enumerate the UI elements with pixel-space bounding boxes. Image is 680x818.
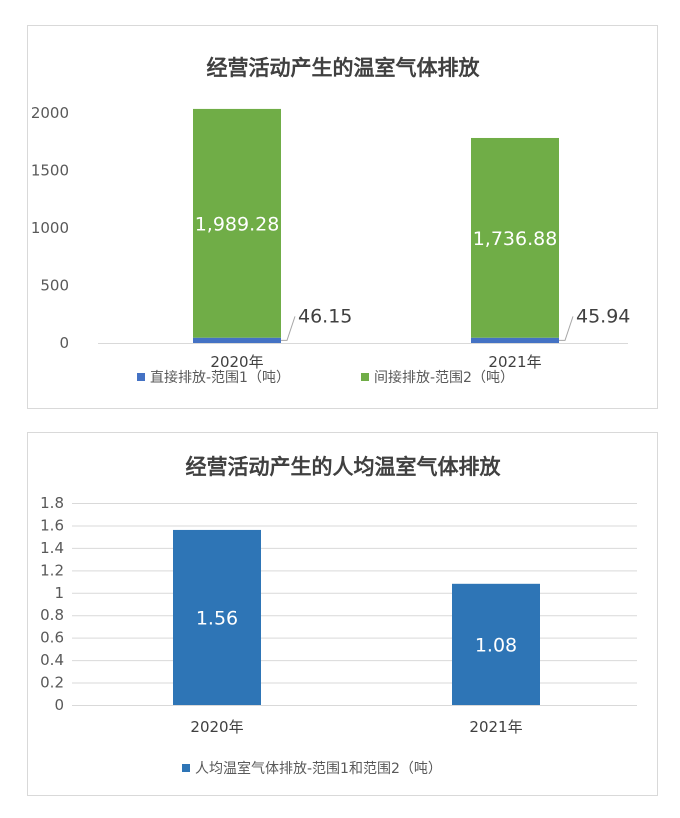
bar-segment-scope2 — [193, 108, 281, 338]
data-label: 1.56 — [196, 607, 238, 629]
legend-swatch — [137, 373, 145, 381]
y-tick-label: 1.8 — [40, 494, 64, 512]
emissions-chart-panel: 经营活动产生的温室气体排放 0 500 1000 1500 2000 46.15 1,98… — [27, 25, 658, 409]
y-tick-label: 1.6 — [40, 516, 64, 534]
data-label: 1.08 — [475, 634, 517, 656]
y-tick-label: 0 — [59, 334, 69, 352]
y-tick-label: 0.6 — [40, 629, 64, 647]
data-label: 46.15 — [298, 305, 352, 327]
x-category-label: 2021年 — [488, 353, 541, 371]
y-tick-label: 1 — [54, 584, 64, 602]
legend-swatch — [361, 373, 369, 381]
y-tick-label: 0.4 — [40, 651, 64, 669]
x-category-label: 2021年 — [469, 718, 522, 736]
data-label: 1,736.88 — [473, 228, 558, 250]
legend-label: 间接排放-范围2（吨） — [374, 369, 514, 386]
per-capita-bar-chart: 经营活动产生的人均温室气体排放 0 0.2 0.4 0.6 0.8 1 1.2 1.4 1.6 1… — [40, 455, 637, 777]
per-capita-chart-panel: 经营活动产生的人均温室气体排放 0 0.2 0.4 0.6 0.8 1 1.2 1.4 1.6 1… — [27, 432, 658, 796]
chart-title: 经营活动产生的人均温室气体排放 — [186, 455, 502, 479]
data-label-leader — [559, 316, 574, 341]
data-label: 45.94 — [576, 305, 630, 327]
y-tick-label: 2000 — [31, 104, 69, 122]
y-tick-label: 1000 — [31, 219, 69, 237]
y-tick-label: 1.2 — [40, 561, 64, 579]
bar — [452, 583, 540, 705]
y-tick-label: 1500 — [31, 162, 69, 180]
bar — [173, 529, 261, 705]
bar-segment-scope1 — [471, 337, 559, 343]
x-category-label: 2020年 — [210, 353, 263, 371]
bar-segment-scope2 — [471, 137, 559, 338]
emissions-stacked-bar-chart: 经营活动产生的温室气体排放 0 500 1000 1500 2000 46.15 1,98… — [31, 56, 631, 386]
legend-swatch — [182, 764, 190, 772]
y-tick-label: 0.2 — [40, 674, 64, 692]
y-tick-label: 500 — [40, 277, 69, 295]
chart-title: 经营活动产生的温室气体排放 — [207, 56, 481, 80]
data-label: 1,989.28 — [195, 213, 280, 235]
legend-label: 直接排放-范围1（吨） — [150, 369, 290, 386]
y-tick-label: 1.4 — [40, 539, 64, 557]
x-category-label: 2020年 — [190, 718, 243, 736]
bar-segment-scope1 — [193, 337, 281, 343]
data-label-leader — [281, 316, 296, 341]
legend-label: 人均温室气体排放-范围1和范围2（吨） — [195, 760, 442, 777]
y-tick-label: 0.8 — [40, 606, 64, 624]
y-tick-label: 0 — [54, 696, 64, 714]
